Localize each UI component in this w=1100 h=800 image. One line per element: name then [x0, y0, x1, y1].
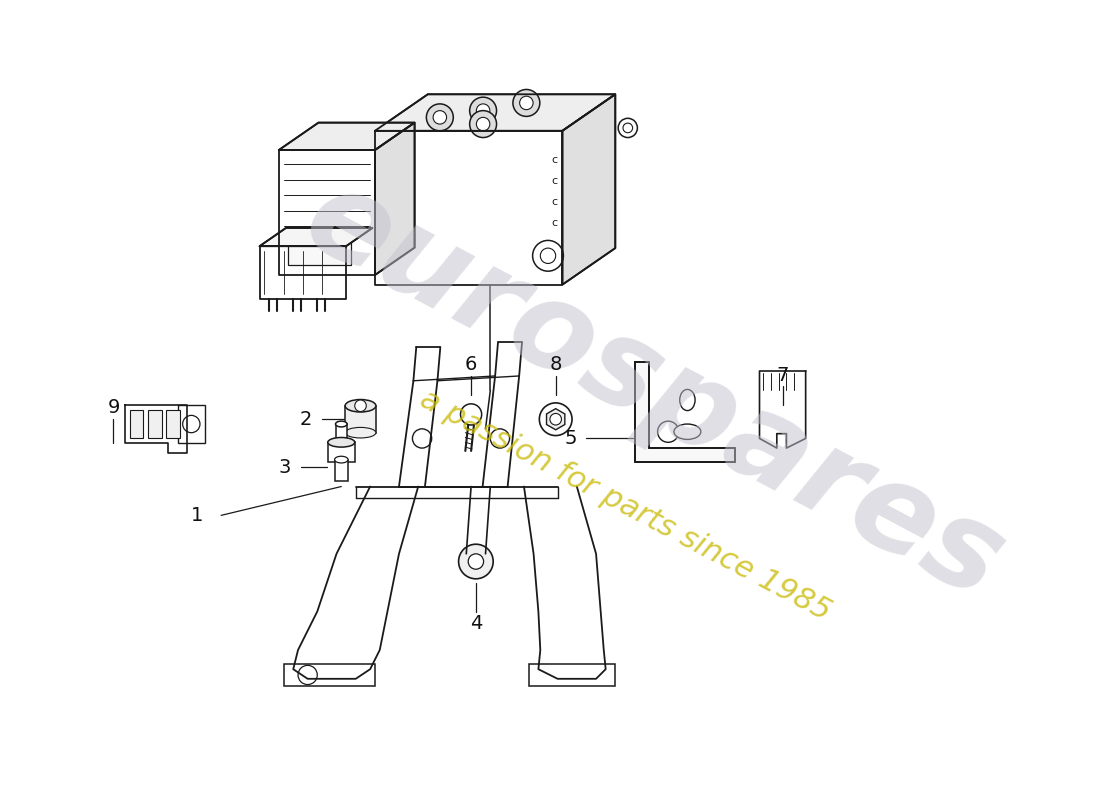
Circle shape — [298, 666, 317, 685]
Bar — [288, 232, 351, 266]
Text: 5: 5 — [564, 429, 578, 448]
Bar — [334, 460, 348, 481]
Circle shape — [412, 429, 431, 448]
Circle shape — [623, 123, 632, 133]
Circle shape — [476, 104, 490, 118]
Text: 9: 9 — [108, 398, 120, 417]
Polygon shape — [278, 122, 415, 150]
Text: 8: 8 — [550, 355, 562, 374]
Ellipse shape — [334, 456, 348, 463]
Circle shape — [470, 97, 496, 124]
Circle shape — [355, 400, 366, 411]
Text: c: c — [552, 218, 558, 228]
Ellipse shape — [336, 421, 348, 427]
Circle shape — [470, 110, 496, 138]
Circle shape — [427, 104, 453, 131]
Circle shape — [469, 554, 484, 570]
Circle shape — [658, 421, 679, 442]
Circle shape — [433, 110, 447, 124]
Text: c: c — [552, 176, 558, 186]
Ellipse shape — [674, 424, 701, 439]
Text: 3: 3 — [278, 458, 290, 477]
Text: 1: 1 — [191, 506, 204, 525]
Ellipse shape — [345, 399, 376, 412]
Circle shape — [519, 96, 534, 110]
Text: c: c — [552, 197, 558, 207]
Bar — [284, 664, 375, 686]
Ellipse shape — [680, 390, 695, 410]
Circle shape — [539, 403, 572, 435]
Ellipse shape — [345, 427, 376, 438]
Polygon shape — [375, 94, 615, 131]
Circle shape — [459, 544, 493, 579]
Bar — [336, 424, 348, 445]
Circle shape — [540, 248, 556, 263]
Ellipse shape — [328, 438, 355, 447]
Circle shape — [550, 414, 561, 425]
Text: 2: 2 — [299, 410, 312, 429]
Circle shape — [183, 415, 200, 433]
Bar — [345, 406, 376, 433]
Bar — [166, 410, 179, 438]
Text: a passion for parts since 1985: a passion for parts since 1985 — [415, 385, 835, 626]
Circle shape — [513, 90, 540, 116]
Bar — [130, 410, 143, 438]
Circle shape — [532, 241, 563, 271]
Circle shape — [461, 404, 482, 425]
Text: 7: 7 — [777, 366, 789, 385]
Bar — [178, 405, 205, 443]
Bar — [529, 664, 615, 686]
Bar — [328, 442, 355, 462]
Polygon shape — [260, 228, 373, 246]
Polygon shape — [547, 409, 564, 430]
Text: c: c — [552, 154, 558, 165]
Polygon shape — [562, 94, 615, 285]
Text: 6: 6 — [465, 355, 477, 374]
Bar — [148, 410, 162, 438]
Circle shape — [618, 118, 637, 138]
Circle shape — [491, 429, 509, 448]
Text: 4: 4 — [470, 614, 482, 633]
Polygon shape — [375, 122, 415, 275]
Polygon shape — [635, 362, 736, 462]
Text: eurospares: eurospares — [285, 158, 1022, 623]
Circle shape — [476, 118, 490, 131]
